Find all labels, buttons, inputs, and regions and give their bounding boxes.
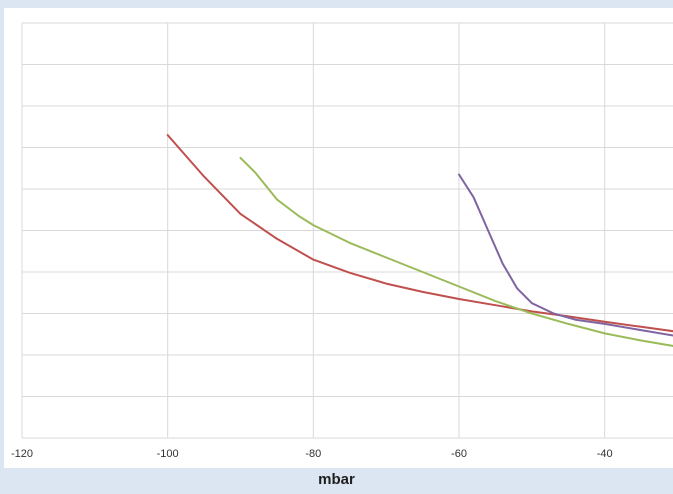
x-tick-label: -80 <box>305 448 321 460</box>
x-axis-title: mbar <box>318 471 355 488</box>
series-line-2 <box>239 156 673 347</box>
x-tick-label: -40 <box>597 448 613 460</box>
x-tick-label: -120 <box>11 448 33 460</box>
series-line-1 <box>166 134 673 333</box>
x-tick-label: -60 <box>451 448 467 460</box>
x-tick-label: -100 <box>157 448 179 460</box>
series-line-3 <box>458 173 673 337</box>
